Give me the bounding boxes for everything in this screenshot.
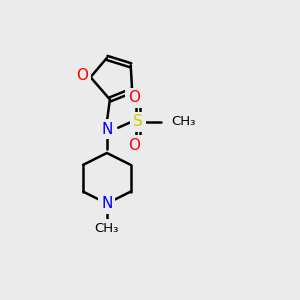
Text: N: N bbox=[101, 196, 112, 211]
Text: CH₃: CH₃ bbox=[171, 115, 195, 128]
Text: O: O bbox=[76, 68, 88, 83]
Text: N: N bbox=[101, 122, 112, 137]
Text: O: O bbox=[128, 138, 140, 153]
Text: O: O bbox=[128, 91, 140, 106]
Text: S: S bbox=[133, 114, 143, 129]
Text: CH₃: CH₃ bbox=[95, 222, 119, 235]
